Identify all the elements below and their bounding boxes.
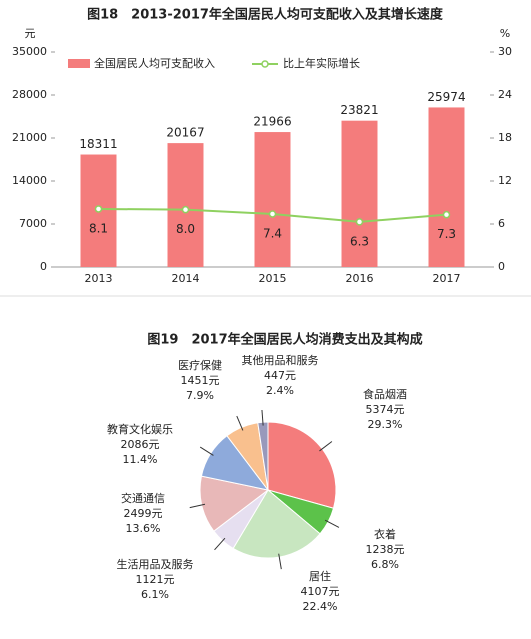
amount-label: 1238元 [366,543,405,556]
chart-title: 图18 2013-2017年全国居民人均可支配收入及其增长速度 [87,7,444,23]
y-tick-label: 35000 [12,45,47,58]
amount-label: 1451元 [181,374,220,387]
data-label: 7.3 [437,227,456,241]
slice-label: 医疗保健 [178,358,222,372]
data-label: 20167 [166,126,204,140]
chart-title: 图19 2017年全国居民人均消费支出及其构成 [147,332,422,348]
amount-label: 2086元 [121,438,160,451]
slice-label: 其他用品和服务 [242,354,319,367]
amount-label: 4107元 [301,585,340,598]
slice-label: 教育文化娱乐 [107,422,173,436]
amount-label: 447元 [264,369,296,382]
y-tick-label: 21000 [12,131,47,144]
data-label: 25974 [427,90,465,104]
line-marker [94,205,103,213]
x-tick-label: 2014 [172,272,200,285]
line-marker [355,218,364,226]
y2-tick-label: 30 [498,45,512,58]
slice-label: 生活用品及服务 [117,557,194,571]
legend-label: 比上年实际增长 [283,56,360,70]
line-marker [442,210,451,219]
amount-label: 1121元 [136,573,175,586]
line-marker [181,205,190,214]
percent-label: 11.4% [123,453,158,466]
leader-line [261,409,264,426]
legend-label: 全国居民人均可支配收入 [94,56,215,70]
bar [428,107,465,267]
data-label: 21966 [253,115,291,129]
percent-label: 2.4% [266,384,294,397]
leader-line [199,446,214,456]
legend-swatch [261,60,269,68]
percent-label: 7.9% [186,389,214,402]
data-label: 8.1 [89,221,108,235]
y2-tick-label: 12 [498,174,512,187]
percent-label: 6.1% [141,588,169,601]
data-label: 8.0 [176,222,195,236]
percent-label: 6.8% [371,558,399,571]
leader-line [236,415,244,431]
slice-label: 居住 [309,569,331,583]
leader-line [189,503,206,509]
y-tick-label: 0 [40,260,47,273]
percent-label: 13.6% [126,522,161,535]
bar [254,132,291,267]
data-label: 7.4 [263,226,282,240]
data-label: 6.3 [350,234,369,248]
y2-tick-label: 24 [498,88,512,101]
y2-tick-label: 18 [498,131,512,144]
leader-line [214,537,226,551]
slice-label: 交通通信 [121,491,165,505]
y-tick-label: 28000 [12,88,47,101]
slice-label: 衣着 [374,527,396,541]
x-tick-label: 2016 [346,272,374,285]
legend-swatch [68,59,90,68]
x-tick-label: 2017 [433,272,461,285]
slice-label: 食品烟酒 [363,387,407,401]
y-axis-label: 元 [25,27,36,40]
amount-label: 5374元 [366,403,405,416]
bar [167,143,204,267]
y2-tick-label: 0 [498,260,505,273]
line-marker [268,210,277,218]
amount-label: 2499元 [124,507,163,520]
y2-tick-label: 6 [498,217,505,230]
leader-line [278,553,282,570]
data-label: 18311 [79,137,117,151]
x-tick-label: 2015 [259,272,287,285]
leader-line [324,519,340,528]
data-label: 23821 [340,103,378,117]
percent-label: 22.4% [303,600,338,613]
bar [341,120,378,268]
leader-line [319,441,333,452]
percent-label: 29.3% [368,418,403,431]
y-tick-label: 14000 [12,174,47,187]
x-tick-label: 2013 [85,272,113,285]
y-tick-label: 7000 [19,217,47,230]
y2-axis-label: % [500,27,510,40]
